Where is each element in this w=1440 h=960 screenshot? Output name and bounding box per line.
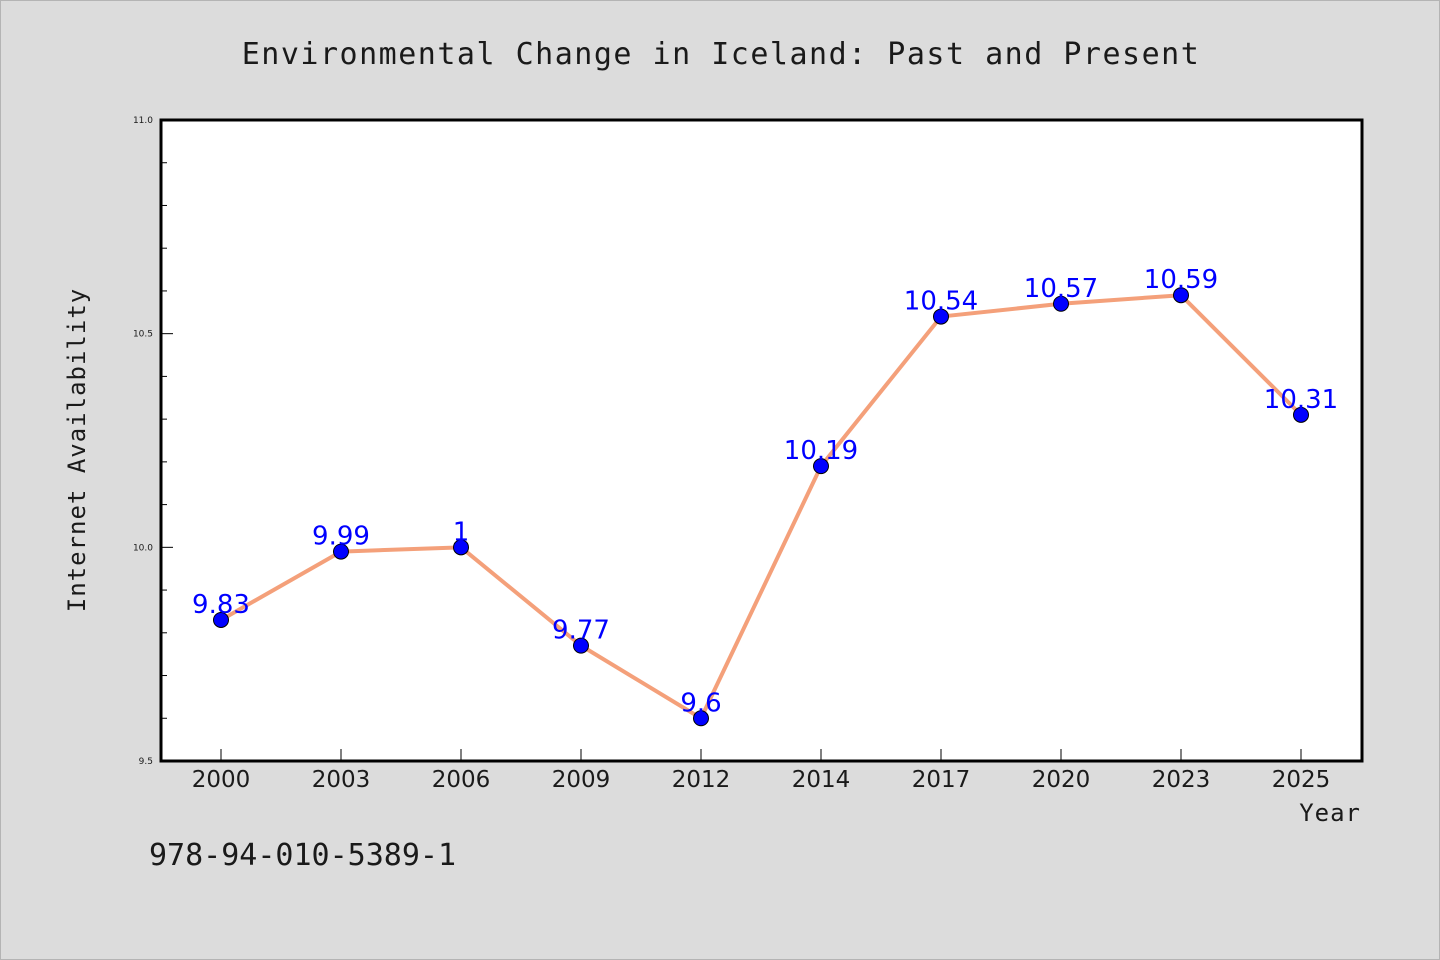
data-point xyxy=(333,543,349,560)
y-axis-ticks: 9.5 10.0 10.5 11.0 xyxy=(133,116,173,767)
isbn-footer: 978-94-010-5389-1 xyxy=(149,838,456,873)
data-label: 9.6 xyxy=(680,688,721,718)
y-tick-label: 11.0 xyxy=(133,116,153,126)
data-label: 9.99 xyxy=(312,522,370,552)
data-label: 9.77 xyxy=(552,616,610,646)
data-point xyxy=(1173,287,1189,304)
data-point xyxy=(693,710,709,727)
plot-area xyxy=(159,118,1364,763)
data-point xyxy=(1053,295,1069,312)
y-tick-label: 10.0 xyxy=(133,543,153,553)
data-point xyxy=(1293,406,1309,423)
x-tick-label: 2020 xyxy=(1032,767,1091,793)
series-line xyxy=(220,293,1303,721)
data-label: 9.83 xyxy=(192,590,250,620)
data-point xyxy=(933,308,949,325)
y-axis-label: Internet Availability xyxy=(63,288,91,612)
x-tick-label: 2006 xyxy=(432,767,491,793)
data-label: 10.59 xyxy=(1144,265,1218,295)
data-point xyxy=(573,637,589,654)
x-axis-label: Year xyxy=(1299,799,1361,827)
data-labels: 9.83 9.99 1 9.77 9.6 10.19 10.54 10.57 10.59 10.3… xyxy=(192,265,1338,718)
y-tick-label: 9.5 xyxy=(139,757,153,767)
x-tick-label: 2009 xyxy=(552,767,611,793)
data-point xyxy=(813,458,829,475)
data-label: 10.57 xyxy=(1024,274,1098,304)
data-point xyxy=(213,611,229,628)
x-tick-label: 2012 xyxy=(672,767,731,793)
y-tick-label: 10.5 xyxy=(133,330,153,340)
data-label: 10.54 xyxy=(904,287,978,317)
data-label: 1 xyxy=(453,517,470,547)
series-markers xyxy=(213,287,1309,727)
x-axis-ticks: 2000 2003 2006 2009 2012 2014 2017 2020 2023 2025 xyxy=(192,749,1331,793)
x-tick-label: 2003 xyxy=(312,767,371,793)
x-tick-label: 2000 xyxy=(192,767,251,793)
x-tick-label: 2023 xyxy=(1152,767,1211,793)
chart-title: Environmental Change in Iceland: Past an… xyxy=(242,37,1201,72)
x-tick-label: 2017 xyxy=(912,767,971,793)
x-tick-label: 2025 xyxy=(1272,767,1331,793)
data-label: 10.31 xyxy=(1264,385,1338,415)
x-tick-label: 2014 xyxy=(792,767,851,793)
data-point xyxy=(453,539,469,556)
data-label: 10.19 xyxy=(784,436,858,466)
